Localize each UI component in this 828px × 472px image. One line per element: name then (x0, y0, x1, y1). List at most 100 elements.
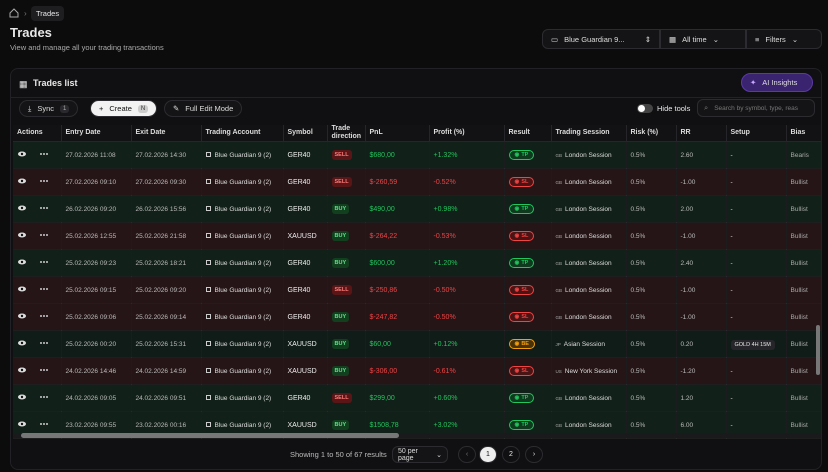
row-actions[interactable] (17, 231, 51, 239)
setup-cell: - (726, 276, 787, 304)
rr: -1.00 (676, 222, 727, 250)
result-cell: ◉ TP (504, 249, 552, 277)
row-actions[interactable] (17, 285, 51, 293)
row-actions[interactable] (17, 204, 51, 212)
session-name: Asian Session (563, 340, 605, 348)
sync-button[interactable]: ⤓ Sync 1 (19, 100, 79, 117)
entry-date: 27.02.2026 09:10 (61, 168, 132, 196)
trades-card: ▦ Trades list ✦ AI Insights ⤓ Sync 1 + Creat… (10, 68, 822, 470)
session-cell: GB London Session (551, 303, 627, 331)
profit: +1.32% (429, 141, 505, 169)
session-cell: GB London Session (551, 222, 627, 250)
page-button[interactable]: 2 (502, 446, 520, 463)
hide-tools-toggle[interactable] (637, 104, 653, 113)
bias: Bullist (786, 357, 821, 385)
search-input[interactable]: ⌕ Search by symbol, type, reas (697, 99, 815, 117)
next-page[interactable]: › (525, 446, 543, 463)
direction-cell: SELL (327, 168, 366, 196)
actions-cell (13, 249, 62, 277)
row-actions[interactable] (17, 150, 51, 158)
profit: -0.61% (429, 357, 505, 385)
risk: 0.5% (626, 168, 677, 196)
direction-pill: SELL (331, 150, 352, 160)
home-icon[interactable] (9, 8, 19, 18)
exit-date: 25.02.2026 09:14 (131, 303, 202, 331)
filters-button[interactable]: ≡ Filters ⌄ (746, 29, 822, 49)
result-icon: ◉ (514, 233, 520, 239)
exit-date: 24.02.2026 14:59 (131, 357, 202, 385)
search-placeholder: Search by symbol, type, reas (714, 104, 799, 112)
actions-cell (13, 141, 62, 169)
account-icon (205, 394, 211, 400)
vscroll-thumb[interactable] (816, 325, 820, 375)
pnl: $60,00 (365, 330, 430, 358)
session-name: London Session (565, 259, 612, 267)
row-actions[interactable] (17, 420, 51, 428)
entry-date: 25.02.2026 09:06 (61, 303, 132, 331)
prev-page[interactable]: ‹ (458, 446, 476, 463)
row-actions[interactable] (17, 312, 51, 320)
breadcrumb[interactable]: Trades (31, 6, 65, 21)
session-flag: GB (555, 260, 563, 266)
setup: - (730, 421, 733, 429)
scrollbar-thumb[interactable] (21, 433, 399, 438)
ai-insights[interactable]: ✦ AI Insights (741, 73, 813, 92)
account-icon (205, 232, 211, 238)
risk: 0.5% (626, 357, 677, 385)
setup-cell: - (726, 357, 787, 385)
account-name: Blue Guardian 9 (2) (214, 394, 272, 402)
exit-date: 25.02.2026 15:31 (131, 330, 202, 358)
session-cell: JP Asian Session (551, 330, 627, 358)
column-header: Risk (%) (626, 125, 677, 142)
rr: 2.00 (676, 195, 727, 223)
account-icon (205, 151, 211, 157)
per-page-select[interactable]: 50 per page ⌄ (392, 446, 448, 463)
row-actions[interactable] (17, 393, 51, 401)
direction-cell: BUY (327, 222, 366, 250)
account-icon (205, 178, 211, 184)
pnl: $-247,82 (365, 303, 430, 331)
entry-date: 26.02.2026 09:20 (61, 195, 132, 223)
actions-cell (13, 168, 62, 196)
row-actions[interactable] (17, 258, 51, 266)
session-name: London Session (565, 232, 612, 240)
account-cell: Blue Guardian 9 (2) (201, 249, 284, 277)
account-select[interactable]: ▭ Blue Guardian 9... ⇕ (542, 29, 660, 49)
bias: Bullist (786, 195, 821, 223)
account-name: Blue Guardian 9 (2) (214, 421, 272, 429)
result-cell: ◉ SL (504, 276, 552, 304)
account-cell: Blue Guardian 9 (2) (201, 222, 284, 250)
row-actions[interactable] (17, 339, 51, 347)
actions-cell (13, 384, 62, 412)
period-select[interactable]: ▦ All time ⌄ (660, 29, 746, 49)
exit-date: 25.02.2026 21:58 (131, 222, 202, 250)
symbol: GER40 (283, 276, 328, 304)
row-actions[interactable] (17, 366, 51, 374)
pnl: $680,00 (365, 141, 430, 169)
account-name: Blue Guardian 9 (2) (214, 205, 272, 213)
column-header: Profit (%) (429, 125, 505, 142)
symbol: GER40 (283, 195, 328, 223)
breadcrumb-sep: › (24, 9, 27, 18)
edit-mode-button[interactable]: ✎ Full Edit Mode (164, 100, 243, 117)
session-name: New York Session (564, 367, 618, 375)
symbol: XAUUSD (283, 330, 328, 358)
column-header: Trading Account (201, 125, 284, 142)
setup-cell: - (726, 249, 787, 277)
create-button[interactable]: + Create N (90, 100, 158, 117)
entry-date: 25.02.2026 09:23 (61, 249, 132, 277)
session-cell: GB London Session (551, 384, 627, 412)
column-header: Exit Date (131, 125, 202, 142)
risk: 0.5% (626, 141, 677, 169)
direction-pill: SELL (331, 393, 352, 403)
page-button[interactable]: 1 (479, 446, 497, 463)
session-flag: GB (555, 395, 563, 401)
column-header: Trade direction (327, 125, 366, 142)
profit: -0.53% (429, 222, 505, 250)
rr: 2.40 (676, 249, 727, 277)
entry-date: 24.02.2026 14:46 (61, 357, 132, 385)
row-actions[interactable] (17, 177, 51, 185)
symbol: GER40 (283, 303, 328, 331)
setup: - (730, 286, 733, 294)
profit: -0.50% (429, 303, 505, 331)
